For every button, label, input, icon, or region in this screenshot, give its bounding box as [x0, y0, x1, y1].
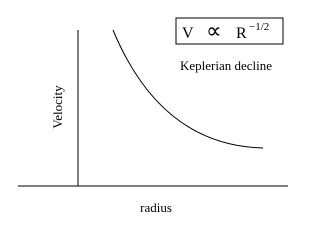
- x-axis-label: radius: [140, 200, 172, 215]
- y-axis-label: Velocity: [50, 85, 65, 129]
- formula-exponent: −1/2: [249, 21, 269, 33]
- diagram: Velocity radius V ∝ R −1/2 Keplerian dec…: [0, 0, 303, 222]
- formula-relation: ∝: [206, 18, 222, 43]
- formula-variable: V: [182, 25, 194, 42]
- decline-curve: [112, 29, 264, 149]
- annotation: Keplerian decline: [180, 58, 272, 73]
- formula-base: R: [236, 25, 247, 42]
- formula-box: [175, 17, 284, 45]
- background: [0, 0, 303, 222]
